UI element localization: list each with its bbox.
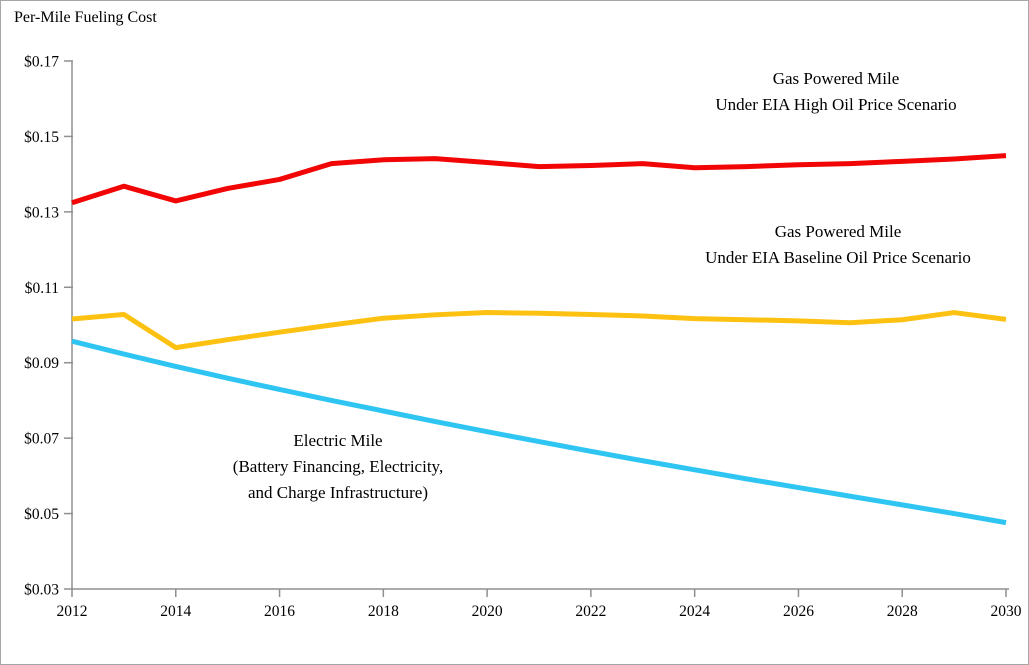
y-tick-label: $0.07	[24, 431, 59, 448]
x-tick-label: 2018	[368, 603, 399, 620]
y-tick-label: $0.03	[24, 582, 59, 599]
annotation-gas-high-line2: Under EIA High Oil Price Scenario	[715, 95, 957, 114]
chart-title: Per-Mile Fueling Cost	[14, 9, 157, 26]
y-tick-label: $0.11	[25, 280, 59, 297]
y-tick-label: $0.05	[24, 506, 59, 523]
gas-high-line	[71, 153, 1007, 206]
x-tick-label: 2026	[783, 603, 814, 620]
x-tick-label: 2016	[264, 603, 295, 620]
x-tick-label: 2024	[679, 603, 710, 620]
annotation-gas-baseline-line1: Gas Powered Mile	[774, 222, 902, 241]
gas-baseline-line	[71, 310, 1007, 351]
annotation-electric-line3: and Charge Infrastructure)	[247, 483, 428, 502]
annotation-electric-line1: Electric Mile	[293, 431, 383, 450]
y-tick-label: $0.09	[24, 355, 59, 372]
x-tick-label: 2020	[472, 603, 503, 620]
y-tick-label: $0.17	[24, 54, 59, 71]
y-tick-label: $0.13	[24, 204, 59, 221]
annotation-gas-high: Gas Powered Mile Under EIA High Oil Pric…	[715, 66, 956, 118]
electric-line	[71, 338, 1007, 526]
x-tick-label: 2030	[991, 603, 1022, 620]
annotation-gas-baseline: Gas Powered Mile Under EIA Baseline Oil …	[705, 219, 971, 271]
x-tick-label: 2028	[887, 603, 918, 620]
x-tick-label: 2022	[575, 603, 606, 620]
annotation-gas-high-line1: Gas Powered Mile	[772, 69, 900, 88]
annotation-electric-line2: (Battery Financing, Electricity,	[232, 457, 444, 476]
annotation-gas-baseline-line2: Under EIA Baseline Oil Price Scenario	[705, 248, 971, 267]
y-tick-label: $0.15	[24, 129, 59, 146]
annotation-electric: Electric Mile (Battery Financing, Electr…	[233, 428, 443, 506]
x-tick-label: 2012	[57, 603, 88, 620]
x-tick-label: 2014	[160, 603, 191, 620]
